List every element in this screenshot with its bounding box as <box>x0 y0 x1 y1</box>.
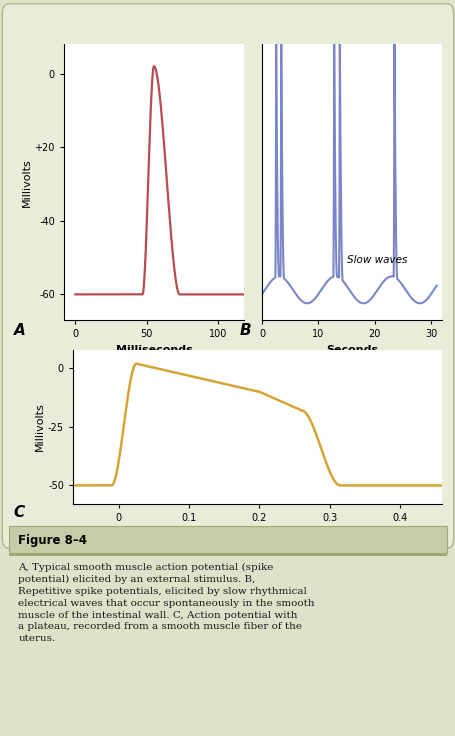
X-axis label: Seconds: Seconds <box>325 344 378 355</box>
Text: Figure 8–4: Figure 8–4 <box>18 534 87 548</box>
X-axis label: Milliseconds: Milliseconds <box>115 344 192 355</box>
Text: A, Typical smooth muscle action potential (spike
potential) elicited by an exter: A, Typical smooth muscle action potentia… <box>18 563 314 643</box>
Text: C: C <box>14 505 25 520</box>
Text: Slow waves: Slow waves <box>346 255 406 265</box>
Y-axis label: Millivolts: Millivolts <box>21 158 31 207</box>
X-axis label: Seconds: Seconds <box>231 528 283 539</box>
Text: B: B <box>239 323 250 338</box>
Y-axis label: Millivolts: Millivolts <box>35 403 45 451</box>
Text: A: A <box>14 323 25 338</box>
